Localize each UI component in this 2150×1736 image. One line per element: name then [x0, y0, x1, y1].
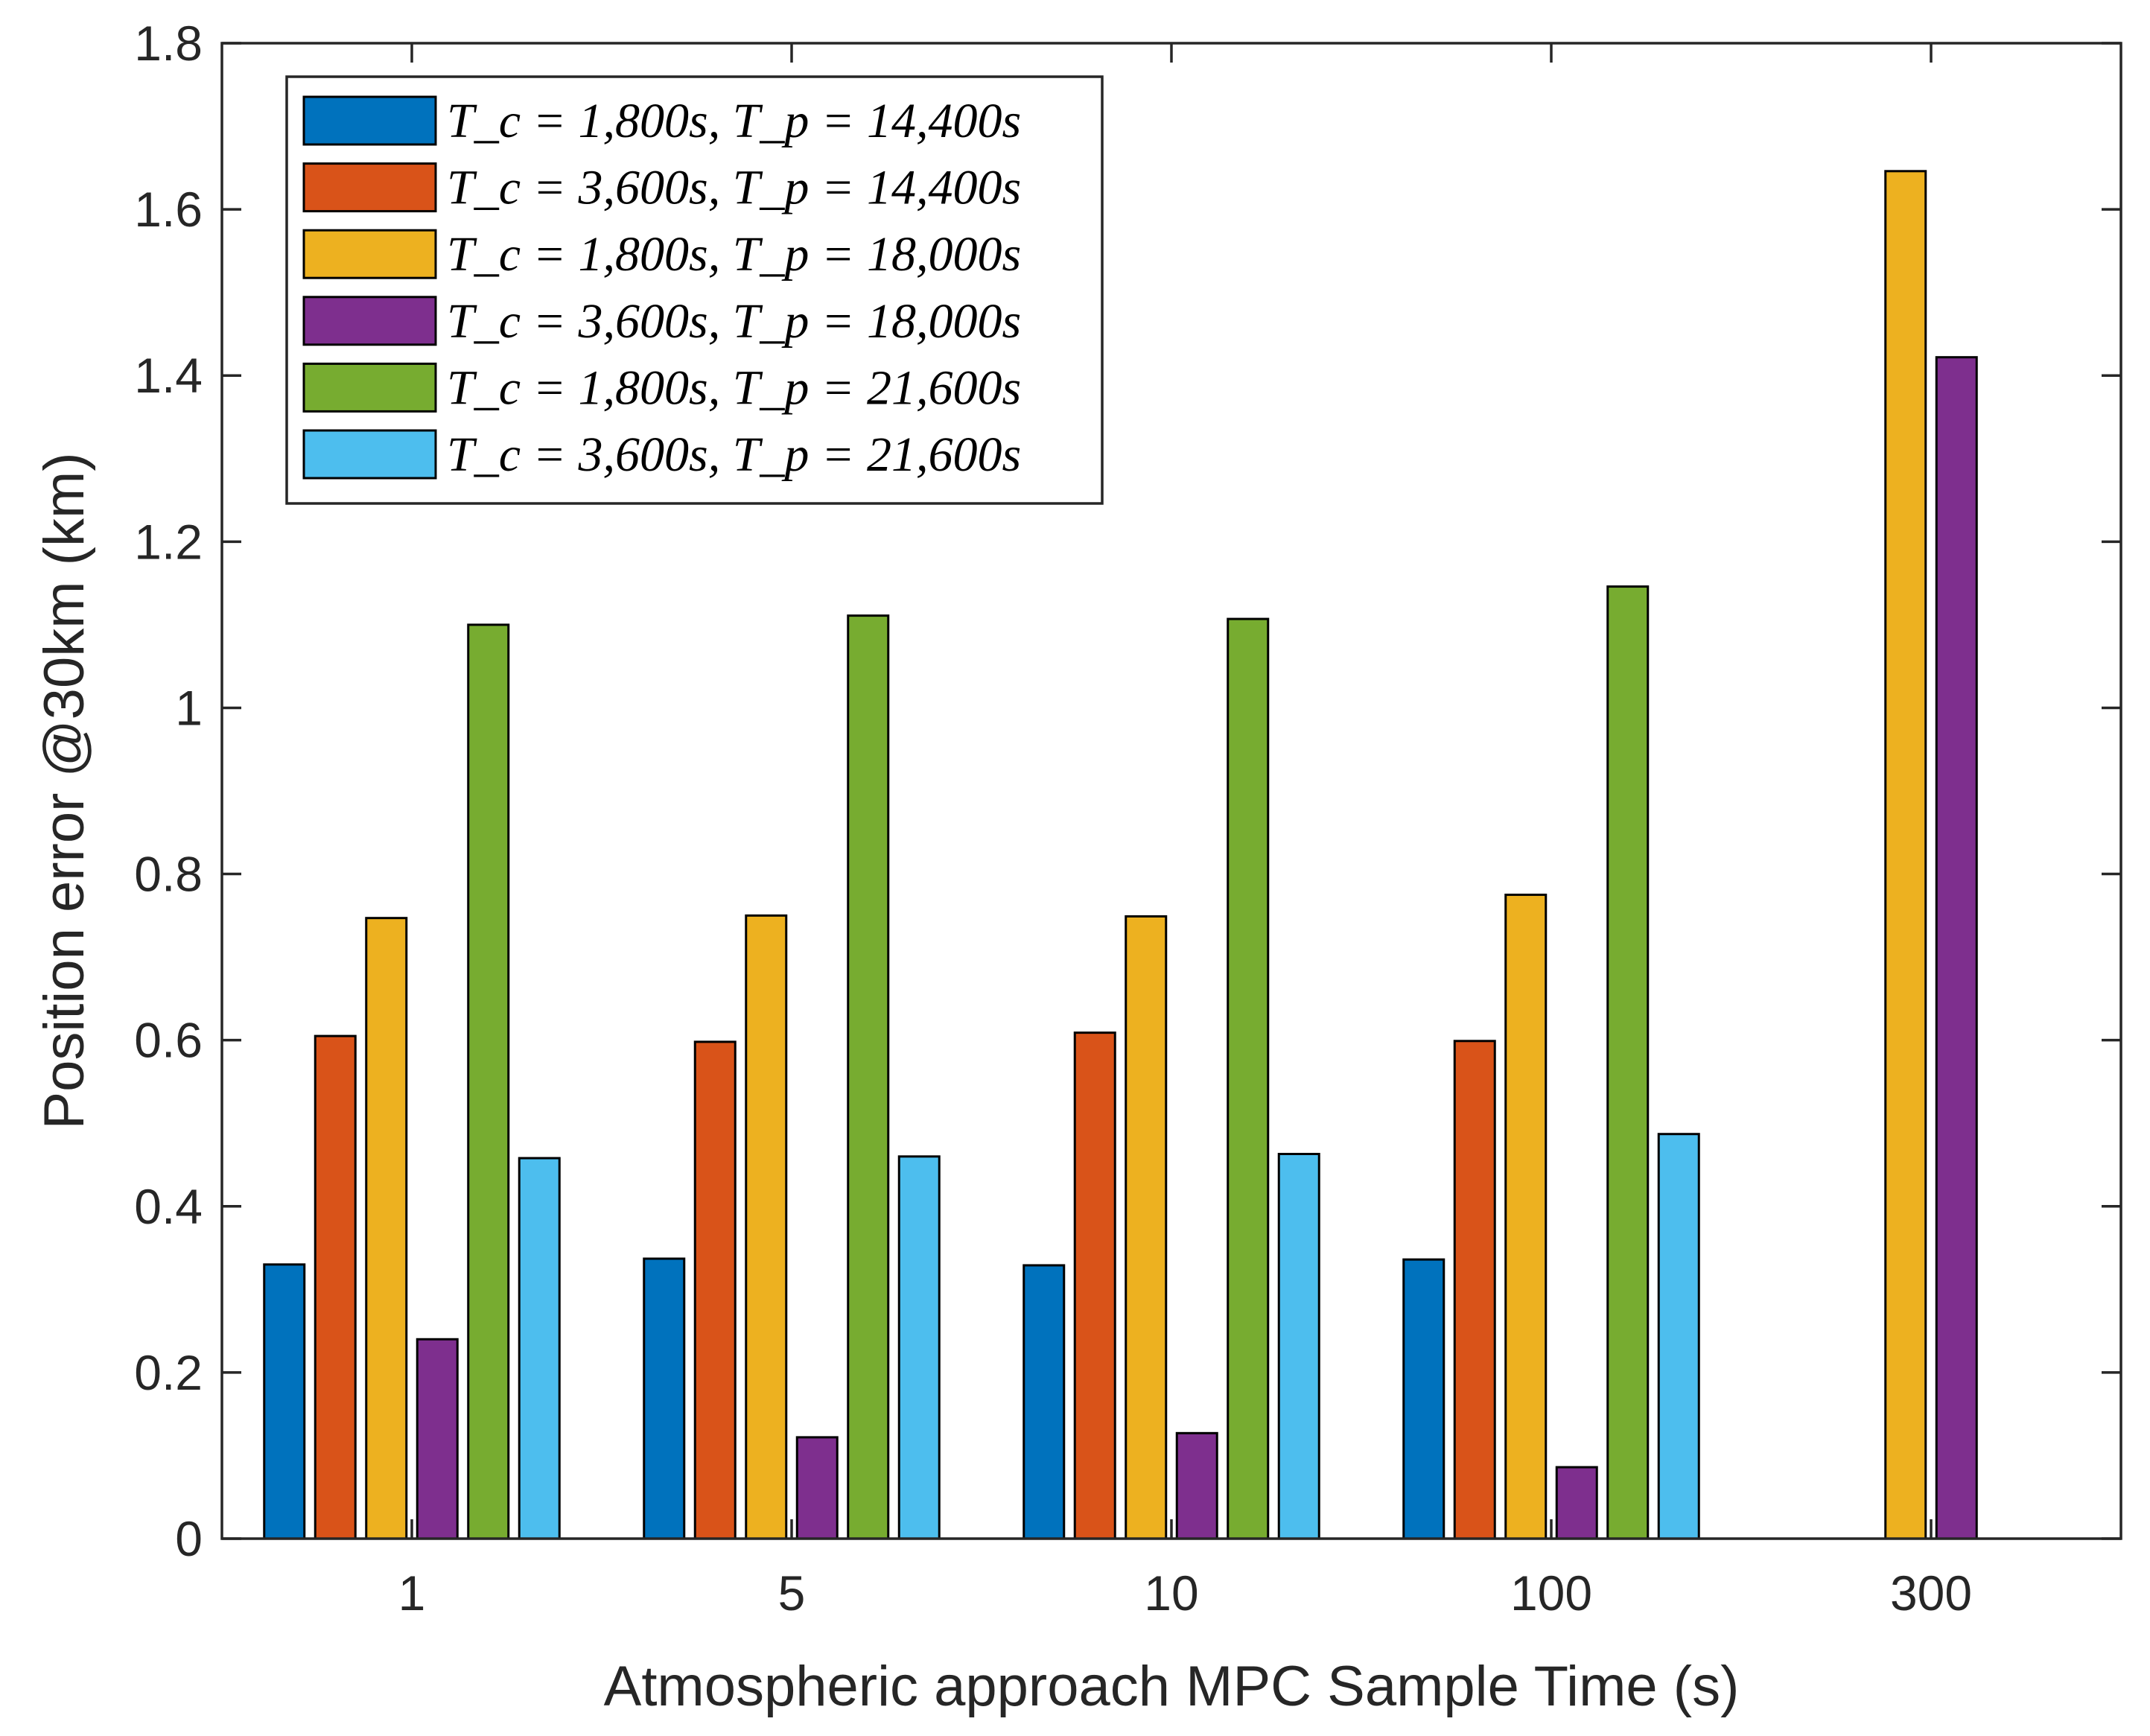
y-tick-label: 1 — [175, 680, 203, 735]
y-tick-label: 0.6 — [134, 1013, 203, 1068]
legend-swatch-1 — [302, 95, 437, 146]
legend-label-5: T_c = 1,800s, T_p = 21,600s — [447, 360, 1021, 415]
y-tick-label: 0.8 — [134, 847, 203, 902]
x-tick-label: 10 — [1144, 1565, 1198, 1621]
x-tick-label: 1 — [398, 1565, 426, 1621]
legend-label-3: T_c = 1,800s, T_p = 18,000s — [447, 227, 1021, 282]
y-tick-label: 0.4 — [134, 1179, 203, 1234]
legend-swatch-5 — [302, 362, 437, 413]
y-axis-title: Position error @30km (km) — [33, 452, 96, 1129]
y-tick-label: 1.6 — [134, 182, 203, 237]
x-tick-label: 5 — [778, 1565, 806, 1621]
legend-swatch-6 — [302, 429, 437, 480]
y-tick-label: 0.2 — [134, 1345, 203, 1400]
y-tick-label: 0 — [175, 1511, 203, 1566]
bar-series-4-cat-300 — [1935, 356, 1978, 1540]
bar-series-5-cat-100 — [1606, 585, 1650, 1540]
bar-series-4-cat-10 — [1175, 1431, 1218, 1540]
bar-series-2-cat-5 — [693, 1040, 737, 1540]
bar-series-6-cat-5 — [897, 1155, 941, 1540]
bar-series-2-cat-10 — [1073, 1031, 1116, 1540]
bar-series-6-cat-10 — [1277, 1152, 1320, 1540]
legend-swatch-4 — [302, 296, 437, 346]
bar-series-1-cat-100 — [1402, 1258, 1445, 1540]
legend-label-4: T_c = 3,600s, T_p = 18,000s — [447, 294, 1021, 349]
bar-series-5-cat-1 — [467, 623, 510, 1540]
legend-label-1: T_c = 1,800s, T_p = 14,400s — [447, 94, 1021, 148]
bar-series-3-cat-100 — [1504, 893, 1548, 1540]
bar-series-1-cat-1 — [263, 1263, 306, 1540]
x-tick-label: 100 — [1510, 1565, 1592, 1621]
bar-series-3-cat-10 — [1125, 915, 1168, 1540]
legend-label-2: T_c = 3,600s, T_p = 14,400s — [447, 161, 1021, 215]
y-tick-label: 1.2 — [134, 514, 203, 569]
bar-series-2-cat-100 — [1453, 1040, 1496, 1540]
bar-series-4-cat-5 — [795, 1436, 839, 1540]
y-tick-label: 1.4 — [134, 348, 203, 403]
legend-swatch-2 — [302, 162, 437, 213]
bar-series-3-cat-5 — [745, 914, 788, 1540]
x-axis-title: Atmospheric approach MPC Sample Time (s) — [604, 1655, 1740, 1718]
bar-series-5-cat-10 — [1227, 617, 1270, 1540]
bar-series-4-cat-100 — [1555, 1466, 1598, 1540]
bar-series-1-cat-5 — [643, 1257, 686, 1540]
bar-series-6-cat-1 — [518, 1157, 561, 1540]
x-tick-label: 300 — [1890, 1565, 1972, 1621]
bar-series-5-cat-5 — [847, 614, 890, 1540]
y-tick-label: 1.8 — [134, 16, 203, 71]
bar-series-4-cat-1 — [416, 1338, 459, 1540]
bar-series-2-cat-1 — [314, 1034, 357, 1540]
legend-label-6: T_c = 3,600s, T_p = 21,600s — [447, 427, 1021, 482]
bar-series-3-cat-300 — [1884, 170, 1927, 1540]
bar-series-1-cat-10 — [1022, 1264, 1066, 1540]
legend-swatch-3 — [302, 229, 437, 279]
bar-series-3-cat-1 — [365, 917, 408, 1540]
bar-series-6-cat-100 — [1657, 1133, 1700, 1540]
